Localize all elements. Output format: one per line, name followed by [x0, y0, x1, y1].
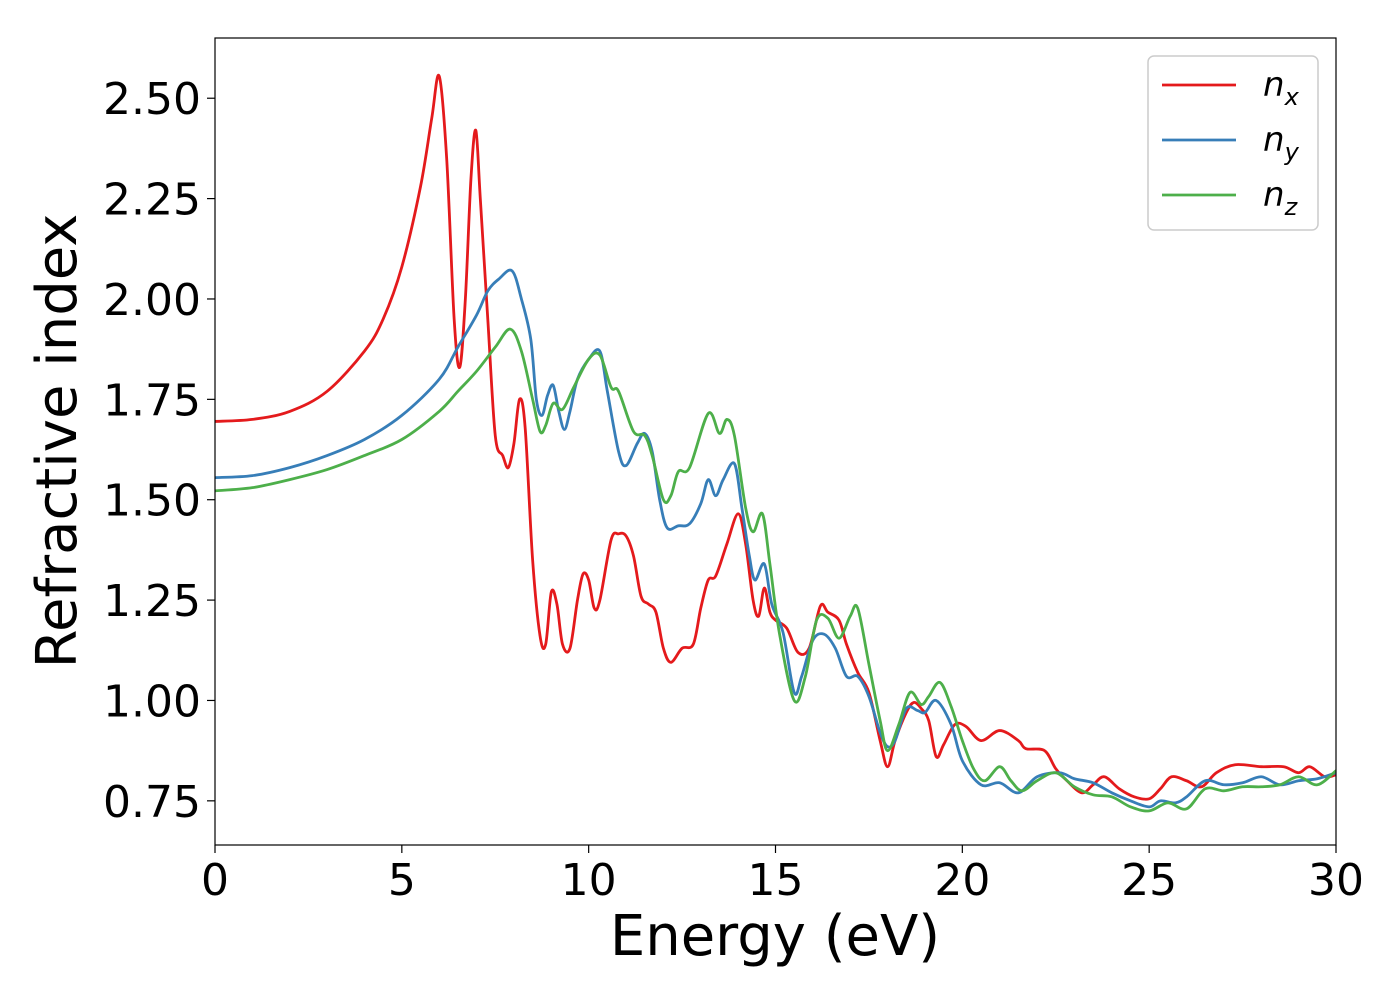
y-axis-title: Refractive index [25, 214, 90, 669]
legend-label-base: n [1263, 65, 1285, 105]
x-tick-label: 5 [388, 855, 416, 906]
y-tick-label: 1.50 [103, 476, 201, 527]
legend-label-nz: nz [1263, 175, 1299, 221]
legend-label-base: n [1263, 120, 1285, 160]
legend-label-subscript: x [1284, 83, 1300, 111]
x-tick-label: 25 [1121, 855, 1177, 906]
y-tick-label: 1.75 [103, 375, 201, 426]
legend-label-ny: ny [1263, 120, 1300, 166]
series-line-ny [215, 268, 1336, 809]
series-layer [215, 73, 1336, 813]
y-tick-label: 0.75 [103, 777, 201, 828]
x-tick-label: 15 [748, 855, 804, 906]
legend-box [1147, 55, 1319, 231]
series-line-nx [215, 73, 1336, 801]
x-axis: 0 5 10 15 20 25 30 [201, 845, 1364, 906]
y-tick-label: 2.50 [103, 74, 201, 125]
x-tick-label: 30 [1308, 855, 1364, 906]
x-tick-label: 0 [201, 855, 229, 906]
y-tick-label: 2.25 [103, 175, 201, 226]
x-tick-label: 10 [561, 855, 617, 906]
legend-label-subscript: y [1284, 138, 1300, 166]
y-axis: 0.75 1.00 1.25 1.50 1.75 2.00 2.25 2.50 [103, 74, 215, 828]
y-tick-label: 1.25 [103, 576, 201, 627]
series-line-nz [215, 327, 1336, 813]
x-tick-label: 20 [934, 855, 990, 906]
legend-label-nx: nx [1263, 65, 1300, 111]
legend-label-base: n [1263, 175, 1285, 215]
y-tick-label: 1.00 [103, 676, 201, 727]
y-tick-label: 2.00 [103, 275, 201, 326]
x-axis-title: Energy (eV) [610, 904, 940, 969]
legend-label-subscript: z [1284, 193, 1299, 221]
